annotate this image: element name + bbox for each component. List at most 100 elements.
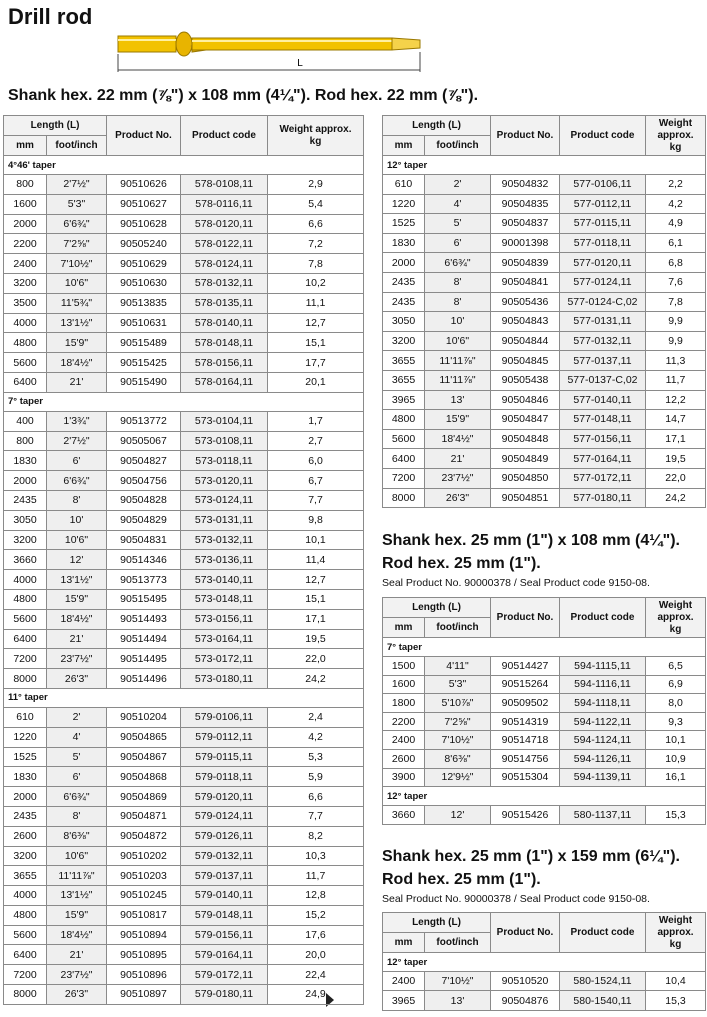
header-row: mm foot/inch: [382, 617, 706, 638]
data-cell: 8,2: [267, 825, 364, 847]
data-cell: 19,5: [645, 448, 706, 469]
data-cell: 90510520: [490, 970, 560, 992]
data-cell: 8000: [3, 984, 47, 1005]
data-cell: 1600: [382, 674, 425, 695]
data-cell: 90504832: [490, 174, 560, 195]
data-cell: 3655: [382, 350, 425, 371]
data-cell: 7200: [382, 467, 425, 489]
data-cell: 7,8: [267, 253, 364, 274]
data-cell: 90514756: [490, 748, 560, 769]
table-body: 12° taper 610 2' 90504832 577-0106,11 2,2 1220…: [382, 155, 706, 509]
data-cell: 6400: [3, 944, 47, 966]
data-row: 2600 8'6⅜" 90504872 579-0126,11 8,2: [3, 825, 364, 847]
data-row: 3200 10'6" 90510630 578-0132,11 10,2: [3, 272, 364, 294]
data-cell: 3965: [382, 990, 425, 1011]
data-cell: 90510630: [106, 272, 181, 294]
data-cell: 577-0180,11: [559, 487, 646, 509]
section-heading: Rod hex. 25 mm (1").: [382, 871, 541, 888]
data-cell: 90510894: [106, 924, 181, 946]
data-cell: 3965: [382, 389, 425, 411]
data-row: 4800 15'9" 90504847 577-0148,11 14,7: [382, 409, 706, 430]
data-cell: 8': [424, 291, 491, 313]
data-cell: 11,7: [645, 369, 706, 391]
data-cell: 10,3: [267, 845, 364, 867]
data-cell: 15'9": [424, 409, 491, 430]
data-cell: 15'9": [46, 904, 107, 926]
data-cell: 6': [46, 450, 107, 472]
data-cell: 10,1: [645, 730, 706, 750]
data-cell: 8': [46, 489, 107, 511]
data-cell: 13': [424, 389, 491, 411]
data-cell: 2435: [382, 271, 425, 293]
data-row: 3965 13' 90504846 577-0140,11 12,2: [382, 389, 706, 411]
data-cell: 15,1: [267, 332, 364, 354]
data-cell: 6,9: [645, 674, 706, 695]
data-row: 800 2'7½" 90510626 578-0108,11 2,9: [3, 174, 364, 195]
data-cell: 7,7: [267, 805, 364, 827]
header-cell: mm: [3, 135, 47, 156]
data-cell: 90001398: [490, 232, 560, 254]
data-cell: 17,1: [645, 428, 706, 450]
data-cell: 90510631: [106, 312, 181, 334]
data-row: 1525 5' 90504837 577-0115,11 4,9: [382, 213, 706, 234]
data-cell: 10': [46, 509, 107, 531]
data-cell: 26'3": [46, 668, 107, 689]
group-label: 12° taper: [382, 155, 706, 175]
data-cell: 578-0116,11: [180, 193, 268, 215]
data-row: 5600 18'4½" 90515425 578-0156,11 17,7: [3, 352, 364, 373]
data-row: 6400 21' 90510895 579-0164,11 20,0: [3, 944, 364, 966]
data-cell: 573-0132,11: [180, 529, 268, 551]
data-cell: 8,0: [645, 693, 706, 713]
data-cell: 2400: [382, 730, 425, 750]
data-cell: 5600: [382, 428, 425, 450]
data-cell: 1500: [382, 656, 425, 676]
section-heading: Rod hex. 25 mm (1").: [382, 555, 541, 572]
data-cell: 2000: [3, 786, 47, 807]
header-cell: Product code: [559, 912, 646, 953]
data-cell: 8000: [3, 668, 47, 689]
data-row: 4000 13'1½" 90513773 573-0140,11 12,7: [3, 569, 364, 590]
data-cell: 7'2⅝": [46, 233, 107, 255]
data-row: 3200 10'6" 90504844 577-0132,11 9,9: [382, 330, 706, 352]
data-cell: 579-0120,11: [180, 786, 268, 807]
data-cell: 573-0140,11: [180, 569, 268, 590]
data-cell: 8'6⅜": [46, 825, 107, 847]
data-cell: 579-0148,11: [180, 904, 268, 926]
table: Length (L) Product No. Product code Weight …: [382, 115, 706, 509]
data-row: 1220 4' 90504865 579-0112,11 4,2: [3, 726, 364, 748]
data-cell: 14,7: [645, 409, 706, 430]
data-cell: 579-0140,11: [180, 885, 268, 906]
data-cell: 90510895: [106, 944, 181, 966]
data-cell: 15'9": [46, 588, 107, 610]
data-row: 800 2'7½" 90505067 573-0108,11 2,7: [3, 430, 364, 452]
data-cell: 2400: [382, 970, 425, 992]
data-cell: 11'11⅞": [424, 369, 491, 391]
data-cell: 17,7: [267, 352, 364, 373]
data-cell: 1830: [382, 232, 425, 254]
data-cell: 11,7: [267, 865, 364, 887]
data-cell: 12,7: [267, 312, 364, 334]
data-cell: 578-0120,11: [180, 213, 268, 235]
data-cell: 4,2: [267, 726, 364, 748]
data-cell: 7,8: [645, 291, 706, 313]
data-cell: 15,2: [267, 904, 364, 926]
data-cell: 577-0132,11: [559, 330, 646, 352]
data-row: 8000 26'3" 90514496 573-0180,11 24,2: [3, 668, 364, 689]
data-row: 3655 11'11⅞" 90505438 577-0137-C,02 11,7: [382, 369, 706, 391]
data-cell: 573-0118,11: [180, 450, 268, 472]
dimension-label: L: [297, 58, 303, 69]
data-cell: 3050: [3, 509, 47, 531]
data-cell: 90504876: [490, 990, 560, 1011]
data-cell: 6,1: [645, 232, 706, 254]
header-cell: Length (L): [382, 597, 491, 618]
data-row: 3050 10' 90504843 577-0131,11 9,9: [382, 311, 706, 332]
data-cell: 9,3: [645, 711, 706, 732]
data-cell: 18'4½": [424, 428, 491, 450]
data-cell: 6': [46, 766, 107, 788]
data-row: 4000 13'1½" 90510245 579-0140,11 12,8: [3, 885, 364, 906]
data-cell: 90504843: [490, 311, 560, 332]
data-cell: 594-1115,11: [559, 656, 646, 676]
collar: [175, 31, 193, 57]
section-heading: Shank hex. 22 mm (⅞") x 108 mm (4¼"). Ro…: [8, 87, 479, 104]
data-cell: 594-1139,11: [559, 767, 646, 788]
